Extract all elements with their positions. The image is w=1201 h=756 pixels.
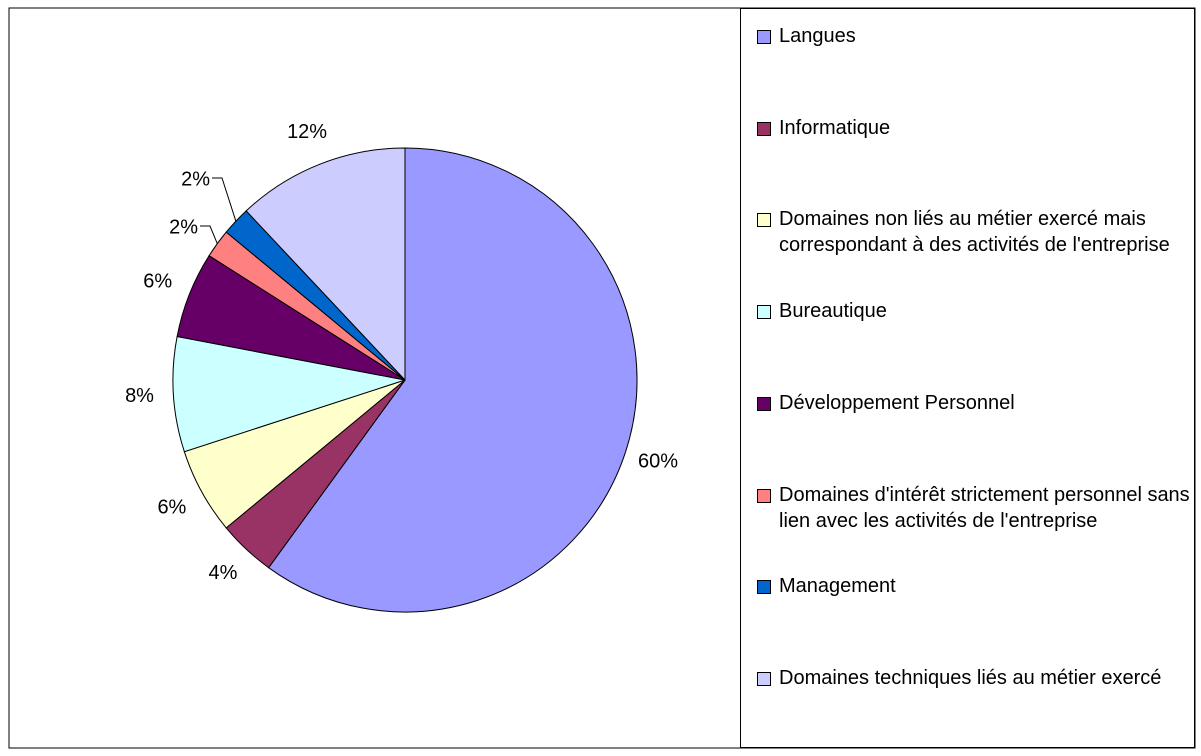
legend-item: Développement Personnel (757, 390, 1199, 416)
legend-label: Bureautique (779, 300, 887, 323)
legend-swatch (757, 305, 771, 320)
legend-item: Domaines non liés au métier exercé mais … (757, 206, 1199, 258)
data-label: 6% (157, 496, 186, 518)
data-label: 4% (208, 562, 237, 584)
legend-swatch (757, 396, 771, 411)
data-label: 6% (143, 270, 172, 292)
leader-line (212, 177, 237, 222)
legend-label: Management (779, 575, 896, 598)
legend-swatch (757, 488, 771, 503)
legend-label: Langues (779, 25, 856, 47)
legend-swatch (757, 30, 771, 44)
legend-swatch (757, 213, 771, 228)
pie-slice (267, 147, 638, 613)
legend-label: Domaines non liés au métier exercé mais … (779, 208, 1170, 257)
legend-label: Domaines d'intérêt strictement personnel… (779, 483, 1190, 532)
legend-item: Domaines techniques liés au métier exerc… (757, 665, 1199, 691)
legend-label: Développement Personnel (779, 391, 1015, 414)
legend-label: Informatique (779, 116, 891, 139)
legend-item: Bureautique (757, 298, 1199, 324)
pie-slice (245, 147, 406, 382)
pie-slice (172, 335, 406, 453)
legend: Langues Informatique Domaines non liés au … (740, 8, 1195, 748)
legend-item: Management (757, 573, 1199, 599)
chart-border (8, 7, 1196, 749)
data-label: 60% (638, 450, 678, 472)
leader-line (200, 225, 218, 244)
data-label: 8% (125, 385, 154, 407)
legend-label: Domaines techniques liés au métier exerc… (779, 666, 1162, 689)
data-label: 2% (169, 216, 198, 238)
data-label: 2% (181, 168, 210, 190)
legend-swatch (757, 580, 771, 595)
legend-item: Informatique (757, 115, 1199, 141)
data-label: 12% (287, 121, 327, 143)
legend-swatch (757, 671, 771, 686)
legend-item: Langues (757, 23, 1199, 49)
legend-item: Domaines d'intérêt strictement personnel… (757, 482, 1199, 534)
legend-swatch (757, 121, 771, 136)
